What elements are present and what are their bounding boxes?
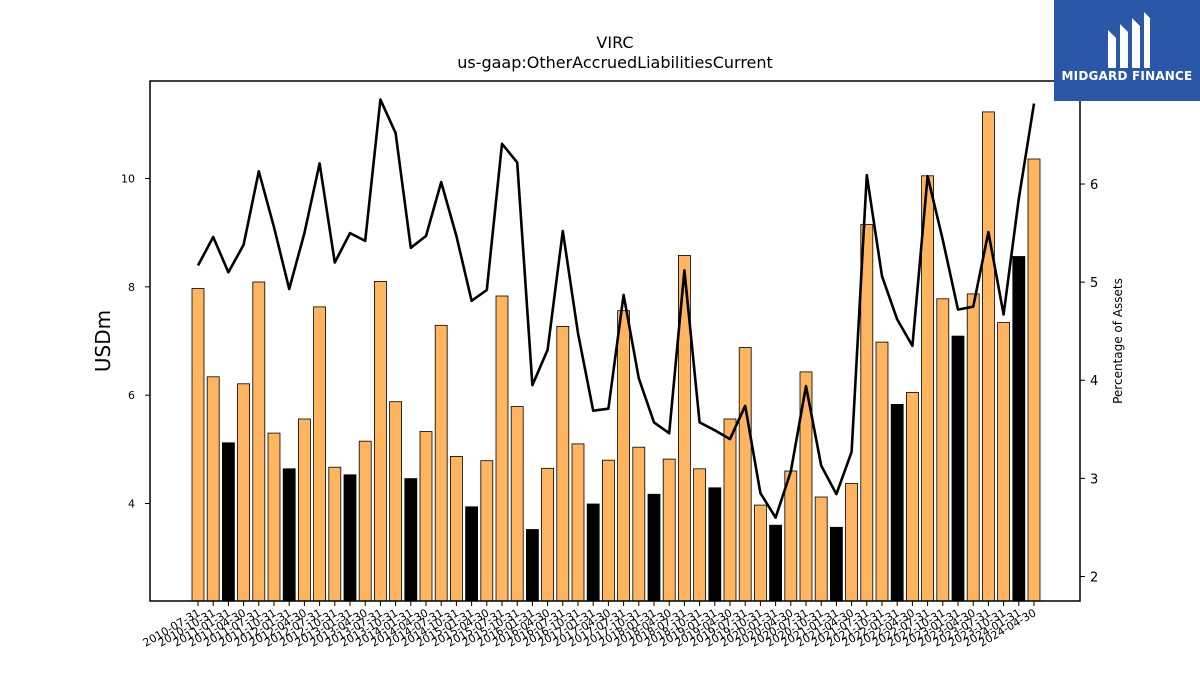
bar [586,503,600,602]
bar [571,443,585,602]
bar [328,466,342,602]
bar [632,446,646,602]
bar [404,478,418,602]
bar [297,418,311,602]
bar [647,493,661,602]
bar [936,298,950,602]
bar [1012,256,1026,602]
bar [358,440,372,602]
bar [708,487,722,602]
bar [845,483,858,602]
bar [313,306,327,602]
bar [784,470,798,602]
y-axis-right-ticks: 2 3 4 5 6 [1080,178,1098,585]
plot-frame [149,80,1081,602]
bar [982,111,995,602]
bar [221,442,235,602]
bar [617,310,630,602]
bar [541,467,554,602]
y-left-tick-label: 6 [128,389,135,402]
chart-subtitle: us-gaap:OtherAccruedLiabilitiesCurrent [457,53,773,72]
bar [830,526,843,602]
bar [738,347,752,602]
brand-name: MIDGARD FINANCE [1061,69,1193,83]
bar [343,474,357,602]
y-right-tick-label: 3 [1090,472,1098,487]
bar [662,458,676,602]
bar [921,175,934,602]
bar [206,376,220,602]
bar [997,322,1010,602]
y-left-tick-label: 4 [128,498,135,511]
bar [875,341,889,602]
bar [434,324,448,602]
bar [966,293,980,602]
bar [495,295,509,602]
bar [237,383,251,602]
line-series [196,98,1036,519]
y-right-tick-label: 4 [1090,374,1098,389]
y-right-tick-label: 5 [1090,276,1098,291]
brand-logo: MIDGARD FINANCE [1054,0,1200,101]
bar [449,455,463,602]
bar [769,524,782,602]
bar [465,506,479,602]
midgard-logo-icon [1108,12,1150,68]
chart-title: VIRC [596,33,633,52]
bar [267,432,281,602]
bar [1027,158,1041,602]
bar [693,468,706,602]
bar [556,325,570,602]
bar [282,468,296,602]
bar [814,496,828,602]
bar [890,403,904,602]
line-path [196,98,1036,519]
bar [252,281,266,602]
y-left-tick-label: 10 [121,173,135,186]
y-right-tick-label: 2 [1090,570,1098,585]
y-right-tick-label: 6 [1090,178,1098,193]
bar [860,224,874,602]
y-axis-left-ticks: 4 6 8 10 [121,173,150,511]
bar [602,459,615,602]
bar [906,392,919,602]
bar [951,335,965,602]
y-left-tick-label: 8 [128,281,135,294]
bar [754,504,767,602]
bar [723,418,737,602]
bar [373,280,387,602]
bar [480,460,494,602]
bar [510,406,524,602]
bar [419,431,433,602]
y-axis-left-label: USDm [91,310,115,372]
bar [191,288,205,602]
bar [389,401,403,602]
y-axis-right-label: Percentage of Assets [1111,278,1125,404]
bar [526,529,539,602]
x-axis-ticks: 2010-07-312010-10-312011-01-312011-04-30… [141,601,1039,650]
